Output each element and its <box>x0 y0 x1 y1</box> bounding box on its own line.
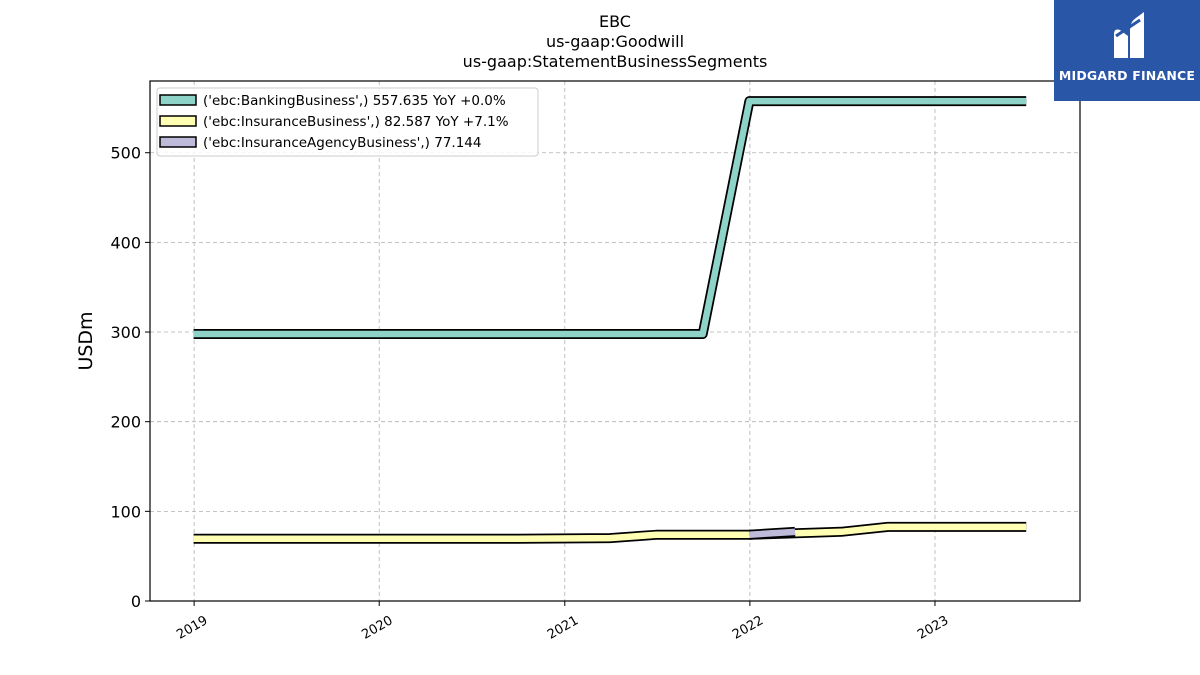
y-tick-label: 400 <box>110 233 141 252</box>
x-tick-label: 2019 <box>174 613 210 643</box>
legend-swatch-2 <box>159 136 197 148</box>
series-2-line <box>749 528 796 538</box>
x-tick-label: 2023 <box>915 613 951 643</box>
y-tick-label: 100 <box>110 502 141 521</box>
logo-text: MIDGARD FINANCE <box>1058 68 1196 83</box>
legend-box <box>156 87 539 157</box>
y-axis-label: USDm <box>75 311 97 370</box>
chart-title-line-1: EBC <box>599 12 631 31</box>
axes: 0 100 200 300 400 500 2019 2020 2021 2022 2023 <box>110 144 951 643</box>
legend: ('ebc:BankingBusiness',) 557.635 YoY +0.… <box>156 87 539 157</box>
series-0-line <box>193 97 1027 338</box>
logo-mark-icon <box>1114 12 1144 58</box>
series-1-line <box>193 523 1027 542</box>
chart-title-line-3: us-gaap:StatementBusinessSegments <box>462 52 768 71</box>
y-tick-label: 200 <box>110 413 141 432</box>
x-tick-label: 2020 <box>359 613 395 643</box>
plot-frame <box>149 80 1081 602</box>
legend-label-2: ('ebc:InsuranceAgencyBusiness',) 77.144 <box>203 135 481 151</box>
legend-label-1: ('ebc:InsuranceBusiness',) 82.587 YoY +7… <box>203 114 509 130</box>
midgard-finance-logo: MIDGARD FINANCE <box>1054 0 1200 101</box>
chart-title-line-2: us-gaap:Goodwill <box>545 32 685 51</box>
y-tick-label: 300 <box>110 323 141 342</box>
y-tick-label: 0 <box>131 592 141 611</box>
legend-label-0: ('ebc:BankingBusiness',) 557.635 YoY +0.… <box>203 93 506 109</box>
legend-swatch-0 <box>159 94 197 106</box>
series-layer <box>193 96 1027 544</box>
x-tick-label: 2021 <box>545 613 581 643</box>
legend-swatch-1 <box>159 115 197 127</box>
x-tick-label: 2022 <box>730 613 766 643</box>
y-tick-label: 500 <box>110 144 141 163</box>
